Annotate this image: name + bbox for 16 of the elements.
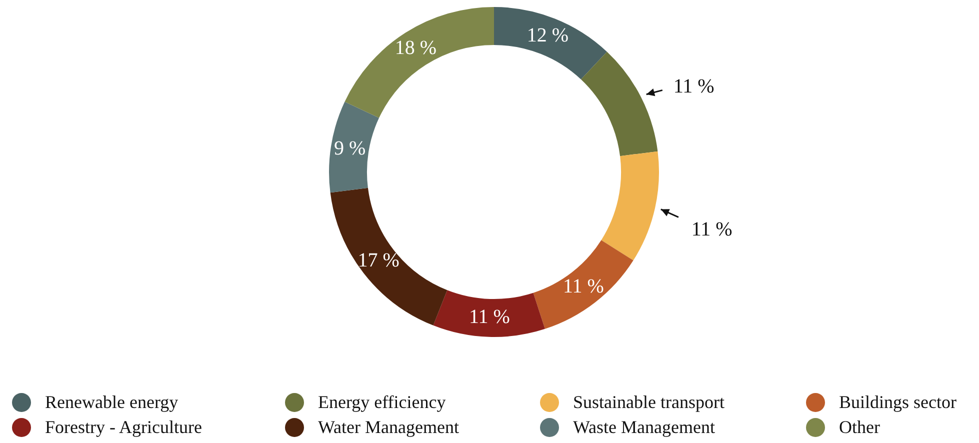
legend-label: Renewable energy [45,392,178,413]
legend-label: Buildings sector [839,392,956,413]
data-label: 11 % [691,218,732,241]
legend-label: Forestry - Agriculture [45,417,202,438]
data-label: 11 % [563,276,604,298]
legend-label: Sustainable transport [573,392,724,413]
data-label: 9 % [334,137,366,160]
legend-label: Water Management [318,417,459,438]
data-label: 12 % [526,24,569,46]
data-label: 11 % [468,306,510,328]
legend-label: Other [839,417,880,438]
data-label: 18 % [394,36,437,59]
legend-label: Energy efficiency [318,392,446,413]
data-label: 17 % [358,250,400,272]
data-label: 11 % [673,76,714,98]
legend-label: Waste Management [573,417,715,438]
